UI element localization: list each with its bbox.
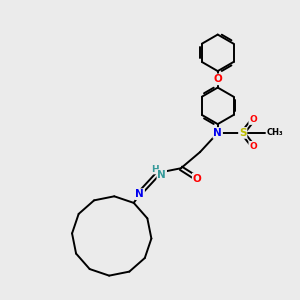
Text: N: N <box>213 128 222 138</box>
Text: N: N <box>158 170 166 180</box>
Text: O: O <box>193 174 202 184</box>
Text: S: S <box>239 128 247 138</box>
Text: CH₃: CH₃ <box>266 128 283 137</box>
Text: O: O <box>249 115 257 124</box>
Text: H: H <box>152 165 159 174</box>
Text: N: N <box>135 189 144 199</box>
Text: O: O <box>213 74 222 84</box>
Text: O: O <box>249 142 257 151</box>
